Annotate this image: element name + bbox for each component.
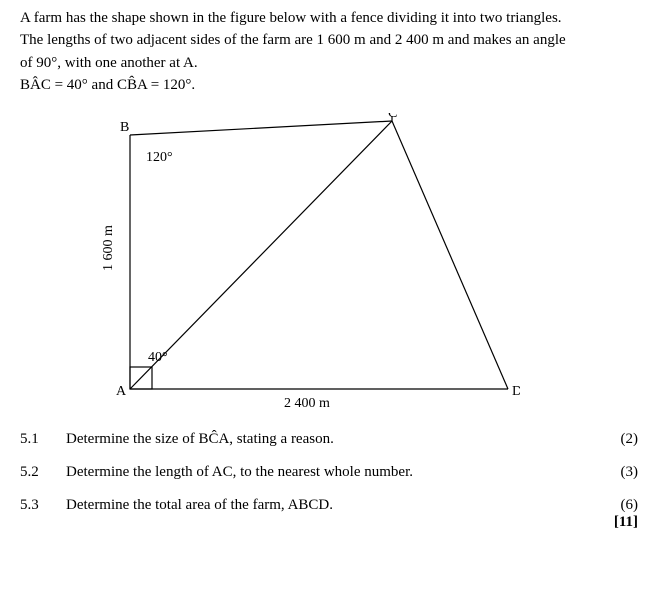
problem-statement: A farm has the shape shown in the figure… bbox=[20, 8, 638, 95]
svg-text:1 600 m: 1 600 m bbox=[101, 225, 116, 271]
question-row: 5.2 Determine the length of AC, to the n… bbox=[20, 464, 638, 481]
svg-text:120°: 120° bbox=[146, 150, 173, 165]
svg-text:40°: 40° bbox=[148, 350, 168, 365]
problem-line: A farm has the shape shown in the figure… bbox=[20, 8, 638, 28]
question-text: Determine the size of BĈA, stating a rea… bbox=[66, 431, 592, 448]
question-row: 5.1 Determine the size of BĈA, stating a… bbox=[20, 431, 638, 448]
geometry-figure: A B C D 120° 40° 1 600 m 2 400 m bbox=[100, 113, 638, 413]
question-row: 5.3 Determine the total area of the farm… bbox=[20, 497, 638, 514]
question-marks: (2) bbox=[592, 431, 638, 448]
svg-text:2 400 m: 2 400 m bbox=[284, 396, 330, 408]
problem-line: BÂC = 40° and CB̂A = 120°. bbox=[20, 75, 638, 95]
question-marks: (6) bbox=[592, 497, 638, 514]
question-marks: (3) bbox=[592, 464, 638, 481]
problem-line: of 90°, with one another at A. bbox=[20, 53, 638, 73]
svg-text:C: C bbox=[388, 113, 397, 121]
question-number: 5.1 bbox=[20, 431, 66, 448]
svg-text:B: B bbox=[120, 120, 129, 135]
problem-line: The lengths of two adjacent sides of the… bbox=[20, 30, 638, 50]
question-number: 5.3 bbox=[20, 497, 66, 514]
question-text: Determine the length of AC, to the neare… bbox=[66, 464, 592, 481]
total-row: [11] bbox=[20, 514, 638, 531]
questions-block: 5.1 Determine the size of BĈA, stating a… bbox=[20, 431, 638, 531]
svg-text:A: A bbox=[116, 384, 127, 399]
svg-text:D: D bbox=[512, 384, 520, 399]
question-number: 5.2 bbox=[20, 464, 66, 481]
question-text: Determine the total area of the farm, AB… bbox=[66, 497, 592, 514]
total-marks: [11] bbox=[592, 514, 638, 531]
figure-svg: A B C D 120° 40° 1 600 m 2 400 m bbox=[100, 113, 520, 408]
